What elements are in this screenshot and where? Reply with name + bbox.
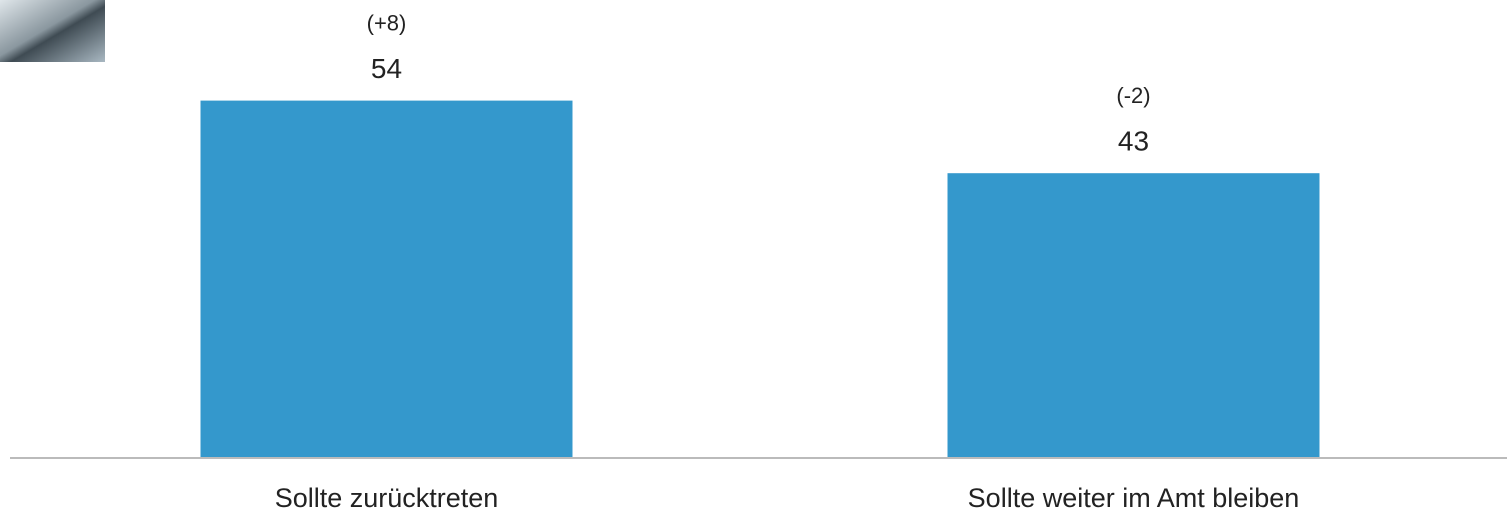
bar bbox=[200, 100, 573, 457]
change-label: (-2) bbox=[1116, 83, 1150, 108]
bar bbox=[947, 173, 1320, 457]
x-tick-label: Sollte zurücktreten bbox=[275, 483, 499, 513]
value-label: 43 bbox=[1118, 126, 1149, 157]
value-label: 54 bbox=[371, 53, 402, 84]
change-label: (+8) bbox=[367, 10, 407, 35]
x-tick-label: Sollte weiter im Amt bleiben bbox=[968, 483, 1300, 513]
thumbnail-image bbox=[0, 0, 105, 62]
